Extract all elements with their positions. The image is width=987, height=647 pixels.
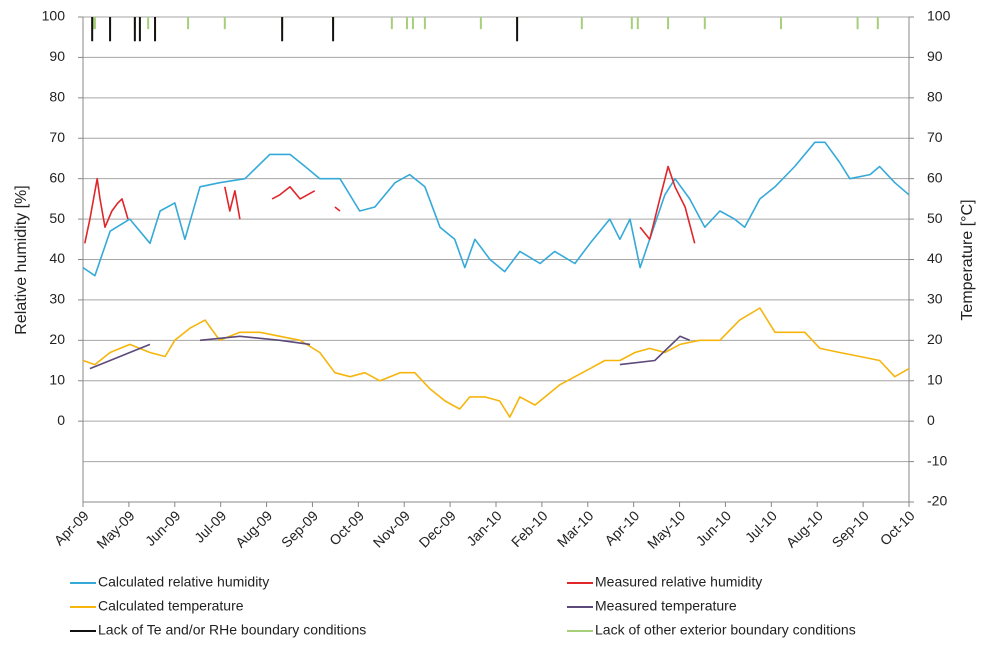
x-tick-label: Jun-10 [693,507,735,549]
y2-tick-label: 70 [927,129,943,145]
x-tick-label: Feb-10 [508,507,551,550]
x-tick-label: Oct-09 [326,507,367,548]
legend-label: Measured temperature [595,598,737,614]
legend-label: Calculated temperature [98,598,244,614]
y-tick-label: 30 [49,291,65,307]
legend-label: Lack of Te and/or RHe boundary condition… [98,622,366,638]
y2-tick-label: 20 [927,331,943,347]
series-line [82,141,910,277]
y2-tick-label: 60 [927,169,943,185]
x-tick-label: Sep-09 [278,507,321,550]
y-tick-label: 90 [49,48,65,64]
y2-tick-label: 100 [927,8,951,24]
x-tick-label: Nov-09 [370,507,413,550]
y-tick-label: 80 [49,89,65,105]
legend-label: Measured relative humidity [595,574,762,590]
y-tick-label: 100 [42,8,66,24]
y-tick-label: 50 [49,210,65,226]
x-tick-label: Dec-09 [416,507,459,550]
series-line [89,335,691,370]
series-line [82,307,910,418]
y2-axis-label: Temperature [°C] [959,199,976,320]
y2-tick-label: -10 [927,452,947,468]
x-tick-label: May-10 [644,507,688,551]
y2-tick-label: 30 [927,291,943,307]
legend-label: Calculated relative humidity [98,574,269,590]
x-tick-label: Aug-09 [232,507,275,550]
y2-tick-label: 10 [927,371,943,387]
x-tick-label: Jul-10 [742,507,780,545]
y-tick-label: 10 [49,371,65,387]
y2-tick-label: 40 [927,250,943,266]
y-tick-label: 20 [49,331,65,347]
y2-tick-label: 90 [927,48,943,64]
x-tick-label: Aug-10 [783,507,826,550]
x-tick-label: Jan-10 [463,507,505,549]
x-tick-label: Jul-09 [191,507,229,545]
y-axis-label: Relative humidity [%] [13,185,30,334]
x-tick-label: Oct-10 [877,507,918,548]
y-tick-label: 70 [49,129,65,145]
x-tick-label: Apr-10 [601,507,642,548]
series-line [84,165,696,244]
x-tick-label: Apr-09 [51,507,92,548]
y2-tick-label: -20 [927,493,947,509]
y2-tick-label: 80 [927,89,943,105]
x-tick-label: May-09 [93,507,137,551]
x-tick-label: Sep-10 [829,507,872,550]
y2-tick-label: 50 [927,210,943,226]
y-tick-label: 0 [57,412,65,428]
y2-tick-label: 0 [927,412,935,428]
y-tick-label: 40 [49,250,65,266]
legend-label: Lack of other exterior boundary conditio… [595,622,856,638]
y-tick-label: 60 [49,169,65,185]
x-tick-label: Mar-10 [554,507,597,550]
x-tick-label: Jun-09 [142,507,184,549]
